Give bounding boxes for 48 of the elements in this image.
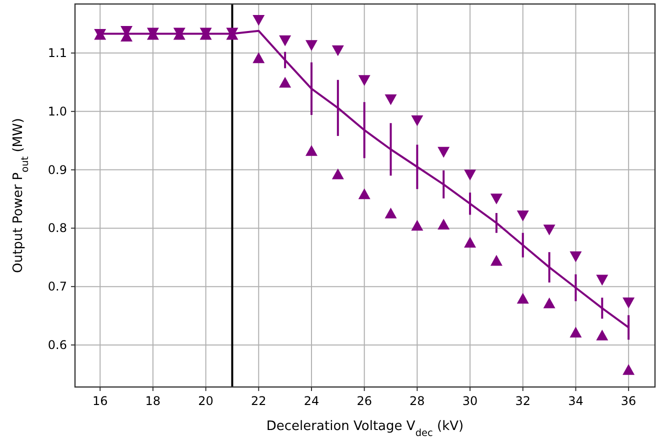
point	[596, 274, 608, 286]
point	[384, 208, 397, 218]
point	[543, 298, 556, 308]
x-tick-label: 26	[356, 394, 372, 408]
y-tick-label: 0.9	[48, 162, 67, 177]
point	[543, 224, 556, 236]
point	[490, 194, 502, 204]
point	[516, 210, 529, 222]
y-tick-label: 1.0	[48, 104, 67, 118]
point	[570, 251, 582, 262]
point	[622, 364, 635, 375]
point	[305, 145, 318, 156]
x-tick-label: 36	[620, 394, 636, 408]
point	[332, 168, 344, 180]
point	[622, 298, 635, 308]
x-tick-label: 28	[410, 394, 425, 408]
y-tick-label: 1.1	[48, 46, 67, 60]
y-tick-label: 0.8	[48, 221, 67, 236]
point	[464, 236, 476, 248]
point	[384, 94, 397, 106]
point	[411, 220, 424, 231]
y-tick-label: 0.7	[48, 280, 67, 294]
point	[279, 76, 292, 88]
x-tick-label: 24	[304, 394, 320, 408]
point	[490, 254, 502, 266]
point	[570, 326, 582, 338]
point	[516, 292, 529, 304]
x-tick-label: 30	[462, 394, 478, 408]
point	[252, 52, 265, 64]
point	[305, 40, 318, 51]
x-axis-title: Deceleration Voltage V$_{dec}$ (kV)	[266, 419, 464, 438]
point	[438, 218, 450, 230]
x-tick-label: 34	[568, 394, 584, 408]
point	[332, 45, 344, 56]
y-tick-label: 0.6	[48, 338, 67, 352]
point	[279, 35, 292, 46]
point	[596, 330, 608, 340]
x-tick-label: 22	[251, 394, 266, 408]
x-tick-label: 18	[145, 394, 161, 408]
point	[464, 170, 476, 180]
point	[358, 188, 370, 200]
point	[438, 146, 450, 158]
point	[411, 115, 424, 126]
x-tick-label: 16	[92, 394, 108, 408]
x-tick-label: 20	[198, 394, 214, 408]
x-tick-label: 32	[515, 394, 531, 408]
point	[358, 75, 370, 86]
point	[252, 14, 265, 26]
